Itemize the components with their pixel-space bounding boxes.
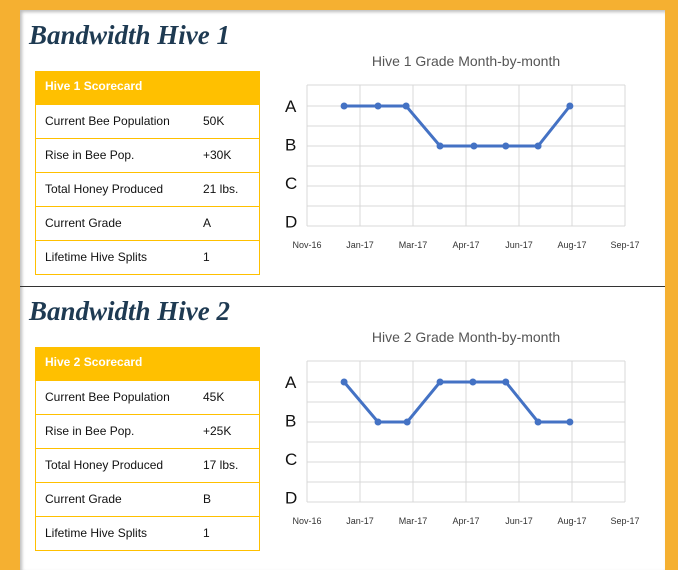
row-label: Total Honey Produced [45,458,164,472]
row-label: Current Bee Population [45,114,170,128]
hive-1-section: Bandwidth Hive 1 Hive 1 Scorecard Curren… [20,10,665,286]
x-tick-label: Aug-17 [557,516,586,526]
row-label: Current Grade [45,216,122,230]
data-point [534,142,542,150]
data-point [340,102,348,110]
row-label: Rise in Bee Pop. [45,424,135,438]
x-tick-label: Apr-17 [452,516,479,526]
scorecard-row: Lifetime Hive Splits 1 [36,240,259,274]
row-label: Current Bee Population [45,390,170,404]
hive-2-section: Bandwidth Hive 2 Hive 2 Scorecard Curren… [20,286,665,562]
dashboard-panel: Bandwidth Hive 1 Hive 1 Scorecard Curren… [20,10,665,570]
data-point [436,142,444,150]
row-value: B [203,492,212,506]
chart-title: Hive 1 Grade Month-by-month [371,53,561,69]
data-point [374,418,382,426]
row-label: Rise in Bee Pop. [45,148,135,162]
scorecard-row: Current Grade B [36,482,259,516]
scorecard-row: Total Honey Produced 17 lbs. [36,448,259,482]
data-point [340,378,348,386]
row-value: 1 [203,250,210,264]
row-value: +30K [203,148,232,162]
scorecard-row: Rise in Bee Pop. +30K [36,138,259,172]
x-tick-label: Mar-17 [399,516,428,526]
x-tick-label: Jan-17 [346,516,374,526]
scorecard: Hive 2 Scorecard Current Bee Population 4… [35,347,260,551]
x-tick-label: Sep-17 [610,516,639,526]
y-tick-label: D [285,489,297,508]
hive-title: Bandwidth Hive 1 [29,20,231,50]
scorecard-header: Hive 1 Scorecard [36,71,259,104]
data-point [470,142,478,150]
x-tick-label: Mar-17 [399,240,428,250]
data-point [403,418,411,426]
data-point [374,102,382,110]
scorecard-row: Current Grade A [36,206,259,240]
scorecard-row: Total Honey Produced 21 lbs. [36,172,259,206]
row-value: +25K [203,424,232,438]
section-divider [20,286,665,287]
y-tick-label: A [285,97,297,116]
series-line [344,104,572,148]
data-point [502,142,510,150]
row-value: A [203,216,212,230]
x-tick-label: Nov-16 [292,516,321,526]
chart-title: Hive 2 Grade Month-by-month [371,329,561,345]
row-value: 50K [203,114,225,128]
data-point [566,418,574,426]
row-label: Current Grade [45,492,122,506]
row-label: Total Honey Produced [45,182,164,196]
y-tick-label: C [285,450,297,469]
hive-title: Bandwidth Hive 2 [29,296,231,326]
data-point [436,378,444,386]
x-tick-label: Aug-17 [557,240,586,250]
scorecard-row: Lifetime Hive Splits 1 [36,516,259,550]
x-tick-label: Jun-17 [505,516,533,526]
data-point [469,378,477,386]
data-point [402,102,410,110]
row-label: Lifetime Hive Splits [45,250,148,264]
row-value: 21 lbs. [203,182,239,196]
y-tick-label: A [285,373,297,392]
x-tick-label: Sep-17 [610,240,639,250]
row-value: 45K [203,390,225,404]
grade-chart: A BC D Nov-16 Jan-17 Mar-17 Apr-17 Jun-17 Aug-17… [285,84,640,250]
x-tick-label: Jun-17 [505,240,533,250]
series-line [342,380,570,424]
x-tick-label: Apr-17 [452,240,479,250]
y-tick-label: B [285,412,296,431]
scorecard-row: Current Bee Population 50K [36,104,259,138]
y-tick-label: B [285,136,296,155]
scorecard-row: Rise in Bee Pop. +25K [36,414,259,448]
row-value: 1 [203,526,210,540]
data-point [566,102,574,110]
y-tick-label: C [285,174,297,193]
data-point [534,418,542,426]
data-point [502,378,510,386]
x-tick-label: Jan-17 [346,240,374,250]
scorecard-header: Hive 2 Scorecard [36,347,259,380]
grade-chart: A BC D Nov-16 Jan-17 Mar-17 Apr-17 Jun-17 Aug-17… [285,360,640,526]
x-tick-label: Nov-16 [292,240,321,250]
row-label: Lifetime Hive Splits [45,526,148,540]
scorecard-row: Current Bee Population 45K [36,380,259,414]
y-tick-label: D [285,213,297,232]
scorecard: Hive 1 Scorecard Current Bee Population 5… [35,71,260,275]
row-value: 17 lbs. [203,458,239,472]
